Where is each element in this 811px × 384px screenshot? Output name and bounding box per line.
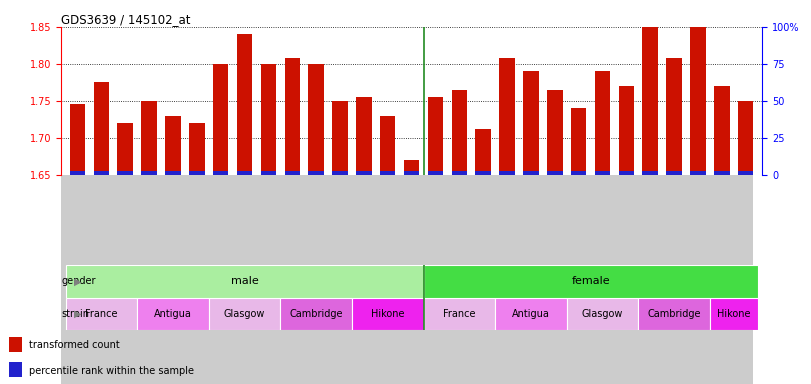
Bar xyxy=(237,171,252,175)
Text: gender: gender xyxy=(61,276,96,286)
Bar xyxy=(714,171,730,175)
Bar xyxy=(380,116,396,175)
Bar xyxy=(333,171,348,175)
Bar xyxy=(594,71,610,175)
Bar xyxy=(352,298,423,330)
Bar xyxy=(571,108,586,175)
Bar xyxy=(189,171,204,175)
Text: Hikone: Hikone xyxy=(717,309,750,319)
Bar xyxy=(260,171,277,175)
Bar xyxy=(638,298,710,330)
Bar xyxy=(208,298,281,330)
Bar xyxy=(427,97,443,175)
Bar xyxy=(452,171,467,175)
Bar xyxy=(141,171,157,175)
Text: GDS3639 / 145102_at: GDS3639 / 145102_at xyxy=(61,13,191,26)
Bar xyxy=(690,27,706,175)
Bar xyxy=(500,171,515,175)
Bar xyxy=(738,171,753,175)
Bar xyxy=(141,101,157,175)
Text: France: France xyxy=(85,309,118,319)
Bar xyxy=(427,171,443,175)
Text: percentile rank within the sample: percentile rank within the sample xyxy=(29,366,194,376)
Text: ▶: ▶ xyxy=(74,276,81,286)
Bar xyxy=(423,298,495,330)
Text: France: France xyxy=(443,309,475,319)
Bar xyxy=(404,171,419,175)
Bar xyxy=(356,97,371,175)
Bar xyxy=(285,171,300,175)
Bar xyxy=(70,104,85,175)
Bar xyxy=(356,171,371,175)
Bar xyxy=(237,34,252,175)
Text: ▶: ▶ xyxy=(74,309,81,319)
Bar xyxy=(642,27,658,175)
Bar xyxy=(66,265,423,298)
Bar xyxy=(500,58,515,175)
Bar xyxy=(165,116,181,175)
Bar xyxy=(308,171,324,175)
Bar xyxy=(118,171,133,175)
Bar xyxy=(547,171,563,175)
Text: Antigua: Antigua xyxy=(154,309,192,319)
Bar xyxy=(495,298,567,330)
Bar xyxy=(118,123,133,175)
Text: transformed count: transformed count xyxy=(29,340,120,350)
Bar xyxy=(642,171,658,175)
Bar xyxy=(285,58,300,175)
Bar xyxy=(165,171,181,175)
Bar xyxy=(475,129,491,175)
Bar xyxy=(70,171,85,175)
Bar xyxy=(714,86,730,175)
Text: male: male xyxy=(230,276,259,286)
Bar xyxy=(571,171,586,175)
Bar xyxy=(9,337,23,352)
Bar xyxy=(333,101,348,175)
Bar xyxy=(423,265,757,298)
Bar xyxy=(213,171,229,175)
Bar xyxy=(213,64,229,175)
Bar xyxy=(690,171,706,175)
Bar xyxy=(619,86,634,175)
Bar xyxy=(380,171,396,175)
Bar xyxy=(667,58,682,175)
Text: Glasgow: Glasgow xyxy=(581,309,623,319)
Bar xyxy=(308,64,324,175)
Bar xyxy=(523,71,539,175)
Bar xyxy=(594,171,610,175)
Bar xyxy=(567,298,638,330)
Text: Antigua: Antigua xyxy=(512,309,550,319)
Text: Glasgow: Glasgow xyxy=(224,309,265,319)
Text: Hikone: Hikone xyxy=(371,309,405,319)
Bar xyxy=(667,171,682,175)
Text: Cambridge: Cambridge xyxy=(290,309,343,319)
Bar xyxy=(9,362,23,377)
Bar xyxy=(547,90,563,175)
Bar xyxy=(189,123,204,175)
Text: Cambridge: Cambridge xyxy=(647,309,701,319)
Text: female: female xyxy=(571,276,610,286)
Bar xyxy=(452,90,467,175)
Text: strain: strain xyxy=(61,309,89,319)
Bar xyxy=(404,160,419,175)
Bar xyxy=(710,298,757,330)
Bar xyxy=(738,101,753,175)
Bar xyxy=(619,171,634,175)
Bar xyxy=(93,82,109,175)
Bar xyxy=(66,298,137,330)
Bar xyxy=(281,298,352,330)
Bar xyxy=(137,298,208,330)
Bar xyxy=(475,171,491,175)
Bar xyxy=(523,171,539,175)
Bar xyxy=(93,171,109,175)
Bar xyxy=(260,64,277,175)
